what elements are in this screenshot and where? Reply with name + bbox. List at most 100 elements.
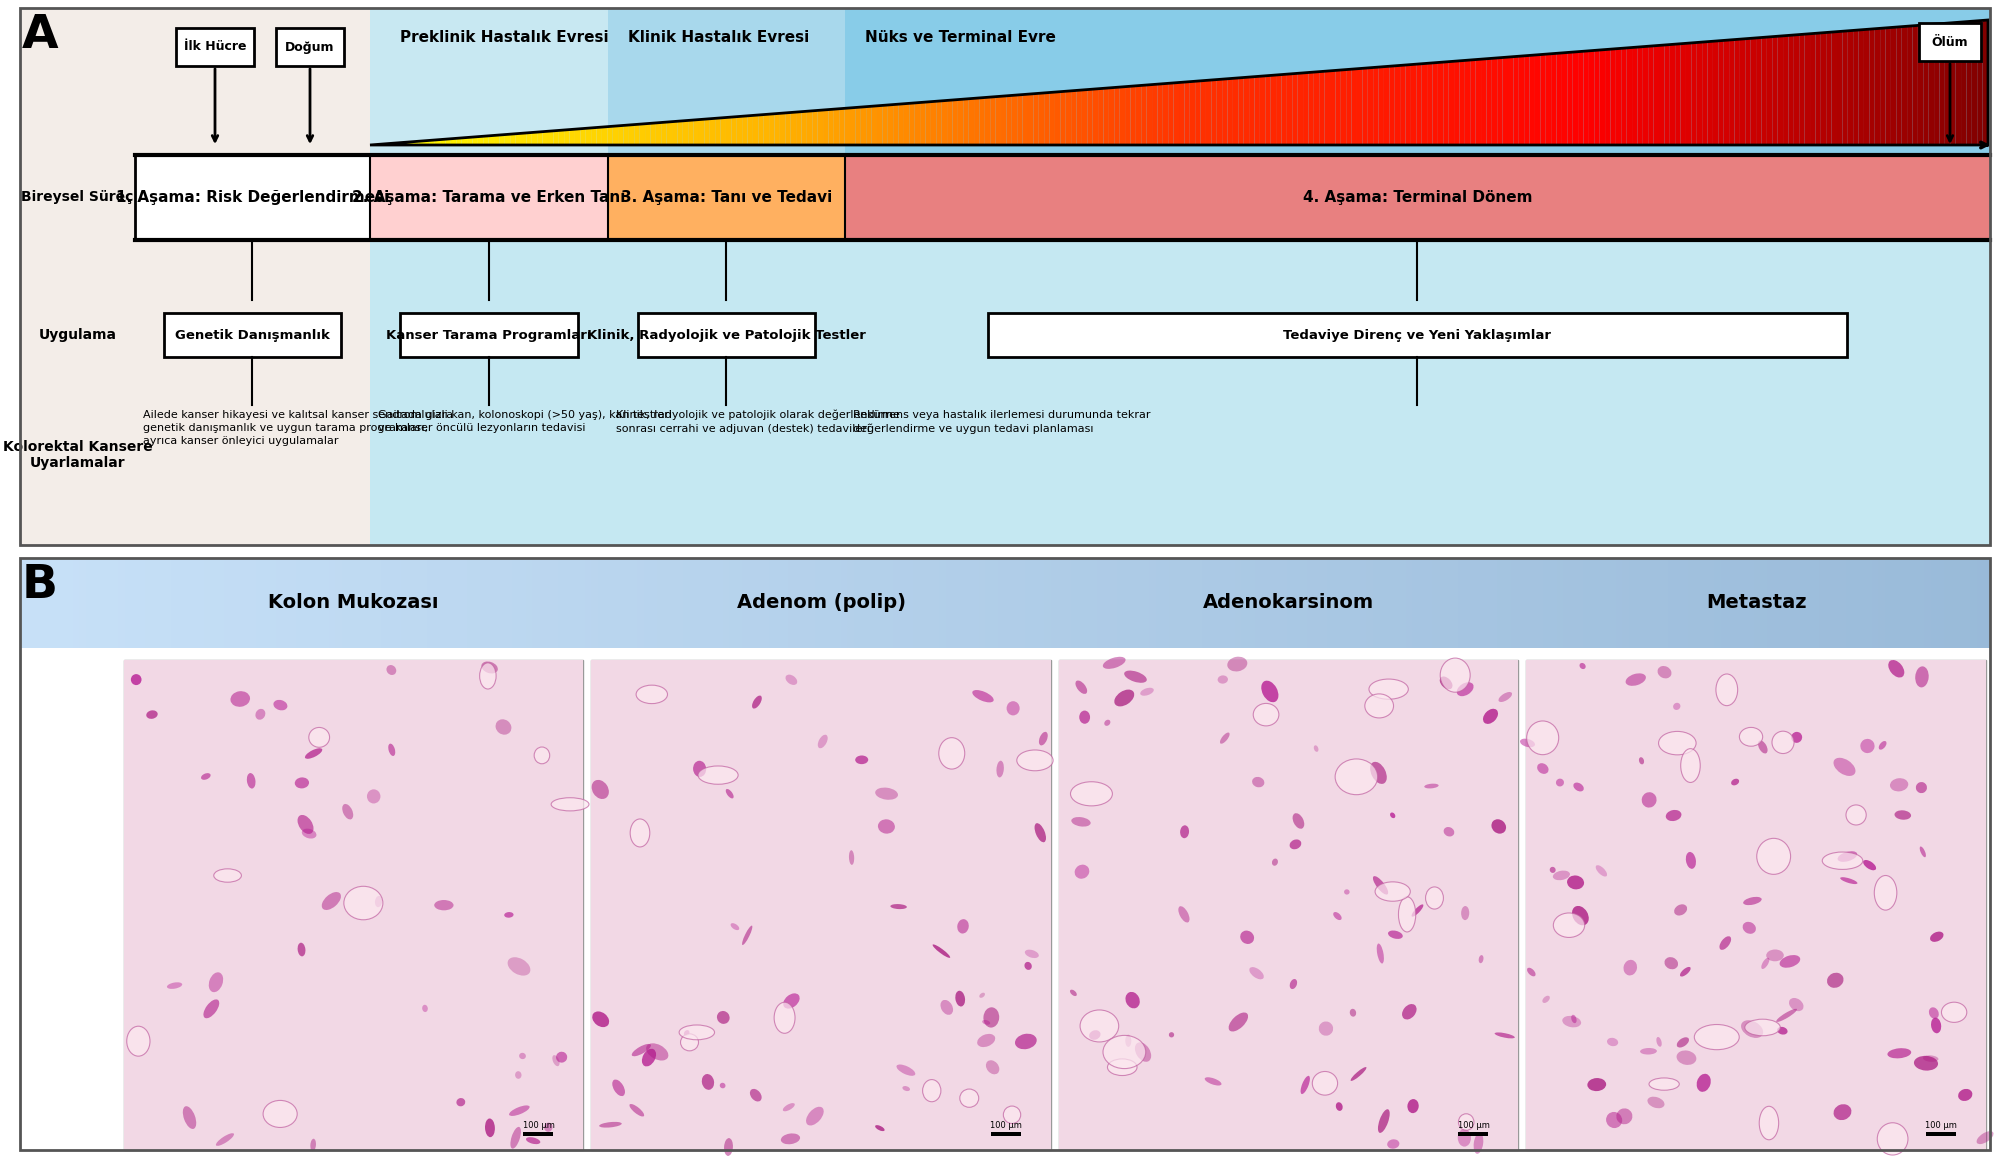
Ellipse shape xyxy=(1335,758,1377,794)
Bar xyxy=(20,8,1989,545)
Polygon shape xyxy=(602,126,606,145)
Ellipse shape xyxy=(1228,1012,1248,1032)
Bar xyxy=(1347,558,1353,648)
Bar xyxy=(578,558,584,648)
Polygon shape xyxy=(682,120,688,145)
Bar xyxy=(1214,558,1220,648)
Bar xyxy=(971,558,977,648)
Bar xyxy=(1405,558,1411,648)
Bar xyxy=(1373,558,1379,648)
Bar xyxy=(440,558,448,648)
Polygon shape xyxy=(1120,87,1124,145)
Polygon shape xyxy=(1162,83,1168,145)
Ellipse shape xyxy=(1377,1109,1389,1133)
Ellipse shape xyxy=(1407,1099,1419,1113)
Polygon shape xyxy=(612,126,618,145)
Bar xyxy=(1772,558,1778,648)
Ellipse shape xyxy=(1313,746,1319,752)
Ellipse shape xyxy=(1351,1067,1367,1080)
Bar xyxy=(1680,558,1688,648)
Ellipse shape xyxy=(480,662,496,689)
Ellipse shape xyxy=(1477,955,1483,963)
Polygon shape xyxy=(1076,90,1082,145)
Bar xyxy=(1983,558,1989,648)
Bar xyxy=(650,558,656,648)
Bar xyxy=(847,558,853,648)
Bar xyxy=(335,558,341,648)
Ellipse shape xyxy=(1624,960,1636,975)
Ellipse shape xyxy=(1658,732,1696,755)
Bar xyxy=(991,1133,1020,1136)
Bar xyxy=(1228,558,1234,648)
Ellipse shape xyxy=(1252,777,1264,787)
Polygon shape xyxy=(1357,68,1361,145)
Polygon shape xyxy=(747,116,753,145)
Bar xyxy=(466,558,474,648)
Ellipse shape xyxy=(1483,709,1497,724)
Bar xyxy=(1293,558,1301,648)
Bar xyxy=(486,558,492,648)
Polygon shape xyxy=(1670,44,1674,145)
Ellipse shape xyxy=(297,943,305,957)
Polygon shape xyxy=(1092,89,1098,145)
Polygon shape xyxy=(1533,54,1539,145)
Bar xyxy=(1911,558,1917,648)
Polygon shape xyxy=(1018,95,1022,145)
Bar xyxy=(1130,558,1136,648)
Polygon shape xyxy=(1427,63,1431,145)
Polygon shape xyxy=(446,139,452,145)
Ellipse shape xyxy=(1439,658,1469,692)
Polygon shape xyxy=(564,130,570,145)
Ellipse shape xyxy=(1975,1131,1993,1144)
Polygon shape xyxy=(656,123,660,145)
Ellipse shape xyxy=(1551,871,1569,880)
Polygon shape xyxy=(801,111,807,145)
Bar xyxy=(1038,558,1044,648)
Ellipse shape xyxy=(1573,783,1584,791)
Bar xyxy=(1004,558,1012,648)
Bar xyxy=(1471,558,1477,648)
Text: Nüks ve Terminal Evre: Nüks ve Terminal Evre xyxy=(865,30,1056,45)
Ellipse shape xyxy=(1401,1004,1415,1019)
Bar xyxy=(1064,558,1070,648)
Ellipse shape xyxy=(817,734,827,748)
Bar xyxy=(283,558,289,648)
Text: 100 µm: 100 µm xyxy=(989,1121,1022,1130)
Bar xyxy=(1969,558,1975,648)
Ellipse shape xyxy=(1844,805,1865,824)
Bar xyxy=(329,558,335,648)
Bar xyxy=(78,558,86,648)
Ellipse shape xyxy=(1373,877,1387,895)
Polygon shape xyxy=(1405,65,1411,145)
Bar xyxy=(401,558,407,648)
Bar xyxy=(841,558,847,648)
Polygon shape xyxy=(1680,43,1686,145)
Polygon shape xyxy=(1022,94,1028,145)
Bar xyxy=(670,558,676,648)
Ellipse shape xyxy=(1301,1076,1309,1094)
Bar xyxy=(1804,558,1812,648)
Bar xyxy=(1543,558,1549,648)
Bar xyxy=(134,240,369,545)
Bar xyxy=(1156,558,1162,648)
Ellipse shape xyxy=(375,896,381,907)
Polygon shape xyxy=(590,127,596,145)
Bar xyxy=(965,558,971,648)
Ellipse shape xyxy=(1270,858,1276,866)
Ellipse shape xyxy=(636,686,666,704)
Ellipse shape xyxy=(592,779,608,799)
Bar xyxy=(1549,558,1555,648)
Ellipse shape xyxy=(1457,1114,1473,1130)
Ellipse shape xyxy=(1114,689,1134,706)
Bar xyxy=(853,558,861,648)
Bar xyxy=(1642,558,1648,648)
Ellipse shape xyxy=(255,709,265,720)
Polygon shape xyxy=(1395,65,1399,145)
Bar xyxy=(1116,558,1122,648)
Ellipse shape xyxy=(1553,913,1584,938)
Bar xyxy=(1700,558,1706,648)
Ellipse shape xyxy=(1140,688,1154,696)
Ellipse shape xyxy=(1674,904,1686,916)
Bar xyxy=(34,558,40,648)
Ellipse shape xyxy=(971,690,993,703)
